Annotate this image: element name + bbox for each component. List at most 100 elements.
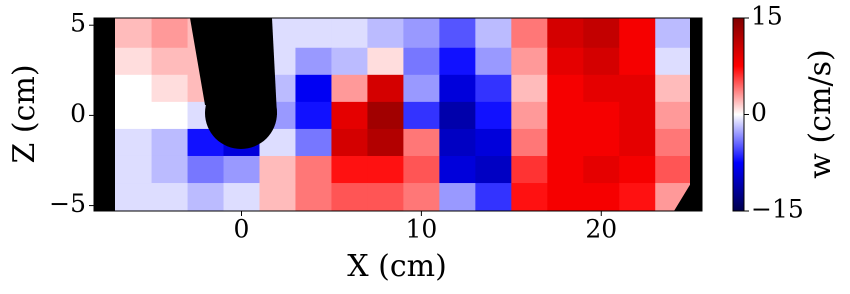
colorbar-label: w (cm/s): [803, 49, 838, 178]
y-axis-label: Z (cm): [7, 64, 42, 163]
heatmap-cell: [619, 155, 656, 184]
heatmap-cell: [367, 47, 404, 76]
heatmap-cell: [151, 128, 189, 157]
mask-right: [690, 18, 702, 211]
mask-left: [94, 18, 115, 211]
heatmap-cell: [151, 183, 189, 211]
heatmap-cell: [583, 155, 620, 184]
plot-frame: [93, 17, 703, 212]
cylinder: [205, 77, 277, 149]
heatmap-cell: [295, 183, 332, 211]
x-tick-label: 0: [234, 215, 250, 244]
heatmap-cell: [403, 183, 440, 211]
y-tick-label: 0: [70, 99, 86, 128]
heatmap-cell: [511, 101, 548, 130]
heatmap: [94, 18, 702, 211]
heatmap-cell: [439, 183, 476, 211]
x-tick-label: 20: [585, 215, 617, 244]
mask-corner: [674, 165, 702, 211]
heatmap-cell: [511, 128, 548, 157]
heatmap-cell: [295, 101, 332, 130]
heatmap-cell: [475, 18, 512, 49]
heatmap-cell: [331, 74, 368, 103]
heatmap-cell: [367, 74, 404, 103]
heatmap-cell: [439, 101, 476, 130]
heatmap-cell: [151, 47, 189, 76]
heatmap-cell: [511, 18, 548, 49]
mask: [94, 18, 702, 211]
heatmap-cell: [403, 74, 440, 103]
heatmap-cell: [475, 101, 512, 130]
heatmap-cell: [331, 47, 368, 76]
heatmap-cell: [439, 47, 476, 76]
colorbar: [732, 17, 745, 212]
heatmap-cell: [367, 183, 404, 211]
heatmap-cell: [619, 101, 656, 130]
heatmap-cell: [367, 128, 404, 157]
heatmap-cell: [367, 155, 404, 184]
heatmap-cell: [439, 18, 476, 49]
heatmap-cell: [475, 74, 512, 103]
heatmap-cell: [187, 183, 225, 211]
heatmap-cell: [295, 18, 332, 49]
heatmap-cell: [583, 74, 620, 103]
heatmap-cell: [403, 101, 440, 130]
heatmap-cell: [223, 155, 260, 184]
colorbar-tick-label: 15: [751, 2, 783, 31]
heatmap-cell: [475, 47, 512, 76]
y-tick-label: −5: [49, 189, 86, 218]
x-tick-label: 10: [405, 215, 437, 244]
y-tick-label: 5: [70, 9, 86, 38]
heatmap-cell: [403, 155, 440, 184]
heatmap-cell: [151, 155, 189, 184]
heatmap-cell: [475, 128, 512, 157]
heatmap-cell: [151, 18, 189, 49]
heatmap-cell: [511, 74, 548, 103]
heatmap-cell: [259, 183, 296, 211]
heatmap-cell: [547, 128, 584, 157]
heatmap-cell: [151, 101, 189, 130]
heatmap-cell: [295, 155, 332, 184]
colorbar-tick-label: 0: [751, 98, 767, 127]
heatmap-cell: [475, 155, 512, 184]
heatmap-cell: [259, 155, 296, 184]
colorbar-tick-label: −15: [751, 195, 804, 224]
heatmap-cell: [619, 18, 656, 49]
heatmap-cell: [331, 128, 368, 157]
heatmap-cell: [403, 128, 440, 157]
heatmap-cell: [619, 74, 656, 103]
heatmap-cell: [547, 47, 584, 76]
heatmap-cell: [583, 128, 620, 157]
heatmap-cell: [583, 18, 620, 49]
heatmap-cell: [295, 74, 332, 103]
heatmap-cell: [331, 101, 368, 130]
heatmap-cell: [367, 101, 404, 130]
heatmap-cell: [547, 18, 584, 49]
heatmap-cell: [511, 183, 548, 211]
heatmap-cell: [331, 18, 368, 49]
heatmap-cell: [187, 155, 225, 184]
heatmap-cell: [331, 183, 368, 211]
heatmap-cell: [439, 155, 476, 184]
heatmap-cell: [619, 128, 656, 157]
heatmap-cell: [547, 155, 584, 184]
heatmap-cell: [367, 18, 404, 49]
heatmap-cell: [331, 155, 368, 184]
heatmap-cell: [439, 74, 476, 103]
heatmap-cell: [511, 47, 548, 76]
heatmap-cell: [475, 183, 512, 211]
heatmap-cell: [403, 18, 440, 49]
heatmap-cell: [151, 74, 189, 103]
heatmap-cell: [547, 74, 584, 103]
heatmap-cell: [547, 183, 584, 211]
heatmap-cell: [619, 183, 656, 211]
heatmap-cell: [295, 128, 332, 157]
heatmap-cell: [403, 47, 440, 76]
heatmap-cell: [619, 47, 656, 76]
heatmap-cell: [583, 183, 620, 211]
x-axis-label: X (cm): [347, 249, 447, 284]
heatmap-cell: [439, 128, 476, 157]
heatmap-cell: [223, 183, 260, 211]
heatmap-cell: [295, 47, 332, 76]
